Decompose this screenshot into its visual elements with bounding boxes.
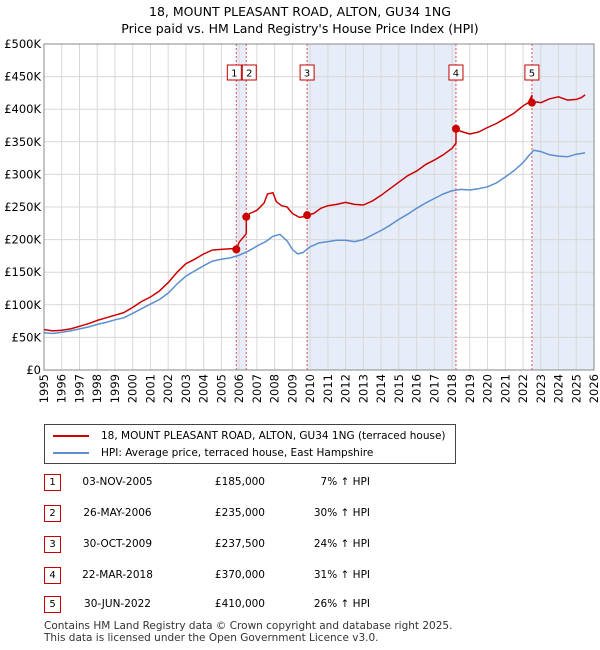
x-tick-label: 2026 — [587, 374, 600, 403]
sale-number-badge: 4 — [44, 567, 61, 584]
x-tick-label: 2015 — [392, 374, 406, 403]
sale-point — [527, 98, 536, 107]
chart-subtitle: Price paid vs. HM Land Registry's House … — [121, 21, 479, 36]
x-tick-label: 2016 — [410, 374, 424, 403]
y-tick-label: £350K — [4, 135, 41, 149]
x-tick-label: 2012 — [339, 374, 353, 403]
y-tick-label: £250K — [4, 200, 41, 214]
x-tick-label: 2014 — [374, 374, 388, 403]
y-tick-label: £150K — [4, 265, 41, 279]
y-tick-label: £0 — [26, 363, 41, 377]
x-tick-label: 2020 — [481, 374, 495, 403]
legend-label-hpi: HPI: Average price, terraced house, East… — [101, 447, 374, 459]
y-tick-label: £500K — [4, 37, 41, 51]
table-row: 4 22-MAR-2018 £370,000 31% ↑ HPI — [0, 567, 600, 585]
x-tick-label: 1997 — [72, 374, 86, 403]
sale-label-box — [241, 64, 257, 81]
legend-swatch-hpi — [53, 452, 89, 454]
x-tick-label: 2009 — [285, 374, 299, 403]
x-tick-label: 2008 — [268, 374, 282, 403]
footer-copyright: Contains HM Land Registry data © Crown c… — [44, 620, 453, 632]
chart-title: 18, MOUNT PLEASANT ROAD, ALTON, GU34 1NG — [149, 4, 451, 19]
sale-price: £185,000 — [214, 476, 265, 488]
legend-item-hpi: HPI: Average price, terraced house, East… — [53, 445, 373, 461]
x-tick-label: 2004 — [197, 374, 211, 403]
chart-legend: 18, MOUNT PLEASANT ROAD, ALTON, GU34 1NG… — [44, 424, 456, 464]
y-tick-label: £300K — [4, 167, 41, 181]
price-chart: 1 2 3 4 5 £0 £50K £100K £150K £200K £250K £300K £350… — [4, 37, 600, 403]
x-tick-label: 2018 — [445, 374, 459, 403]
sale-point — [451, 124, 460, 133]
sale-hpi-diff: 7% ↑ HPI — [320, 476, 370, 488]
table-row: 2 26-MAY-2006 £235,000 30% ↑ HPI — [0, 505, 600, 523]
sale-number-badge: 1 — [44, 474, 61, 491]
x-tick-label: 2017 — [427, 374, 441, 403]
x-tick-label: 1996 — [55, 374, 69, 403]
sale-point — [242, 212, 251, 221]
y-tick-label: £450K — [4, 70, 41, 84]
x-tick-label: 2007 — [250, 374, 264, 403]
sale-label: 4 — [453, 69, 459, 80]
x-tick-label: 2002 — [161, 374, 175, 403]
x-tick-label: 1999 — [108, 374, 122, 403]
sale-point — [303, 211, 312, 220]
table-row: 1 03-NOV-2005 £185,000 7% ↑ HPI — [0, 474, 600, 492]
sale-label: 3 — [304, 69, 310, 80]
y-tick-label: £100K — [4, 298, 41, 312]
y-tick-label: £50K — [12, 330, 42, 344]
sale-hpi-diff: 30% ↑ HPI — [313, 507, 370, 519]
sale-label: 1 — [231, 69, 237, 80]
x-tick-label: 2011 — [321, 374, 335, 403]
x-tick-label: 2019 — [463, 374, 477, 403]
sale-date: 30-JUN-2022 — [84, 598, 151, 610]
x-tick-label: 2023 — [534, 374, 548, 403]
table-row: 5 30-JUN-2022 £410,000 26% ↑ HPI — [0, 596, 600, 614]
sale-price: £370,000 — [214, 569, 265, 581]
x-tick-label: 1998 — [90, 374, 104, 403]
sale-hpi-diff: 24% ↑ HPI — [313, 538, 370, 550]
x-tick-label: 2006 — [232, 374, 246, 403]
sale-date: 03-NOV-2005 — [82, 476, 153, 488]
sale-date: 26-MAY-2006 — [83, 507, 152, 519]
x-tick-label: 2013 — [356, 374, 370, 403]
legend-label-price-paid: 18, MOUNT PLEASANT ROAD, ALTON, GU34 1NG… — [101, 430, 446, 442]
sale-label-box — [524, 64, 540, 81]
x-tick-label: 2003 — [179, 374, 193, 403]
sale-price: £410,000 — [214, 598, 265, 610]
y-tick-label: £400K — [4, 102, 41, 116]
x-tick-label: 2022 — [516, 374, 530, 403]
footer-licence: This data is licensed under the Open Gov… — [44, 632, 379, 644]
sale-label-box — [448, 64, 464, 81]
x-tick-label: 2024 — [552, 374, 566, 403]
legend-item-price-paid: 18, MOUNT PLEASANT ROAD, ALTON, GU34 1NG… — [53, 428, 446, 444]
x-tick-label: 2021 — [498, 374, 512, 403]
hpi-line — [43, 149, 586, 335]
sale-label: 2 — [246, 69, 252, 80]
sale-date: 22-MAR-2018 — [82, 569, 153, 581]
x-tick-label: 1995 — [37, 374, 51, 403]
sale-label-box — [226, 64, 242, 81]
sale-number-badge: 2 — [44, 505, 61, 522]
x-tick-label: 2010 — [303, 374, 317, 403]
table-row: 3 30-OCT-2009 £237,500 24% ↑ HPI — [0, 536, 600, 554]
sale-price: £235,000 — [214, 507, 265, 519]
sale-hpi-diff: 26% ↑ HPI — [313, 598, 370, 610]
sale-number-badge: 5 — [44, 596, 61, 613]
sale-hpi-diff: 31% ↑ HPI — [313, 569, 370, 581]
sale-label-box — [299, 64, 315, 81]
sale-date: 30-OCT-2009 — [83, 538, 152, 550]
x-tick-label: 2000 — [126, 374, 140, 403]
sale-price: £237,500 — [214, 538, 265, 550]
x-tick-label: 2005 — [214, 374, 228, 403]
sale-number-badge: 3 — [44, 536, 61, 553]
y-tick-label: £200K — [4, 233, 41, 247]
x-tick-label: 2025 — [569, 374, 583, 403]
sale-point — [232, 245, 241, 254]
x-tick-label: 2001 — [143, 374, 157, 403]
sale-label: 5 — [529, 69, 535, 80]
legend-swatch-price-paid — [53, 435, 89, 437]
plot-frame — [43, 43, 595, 371]
